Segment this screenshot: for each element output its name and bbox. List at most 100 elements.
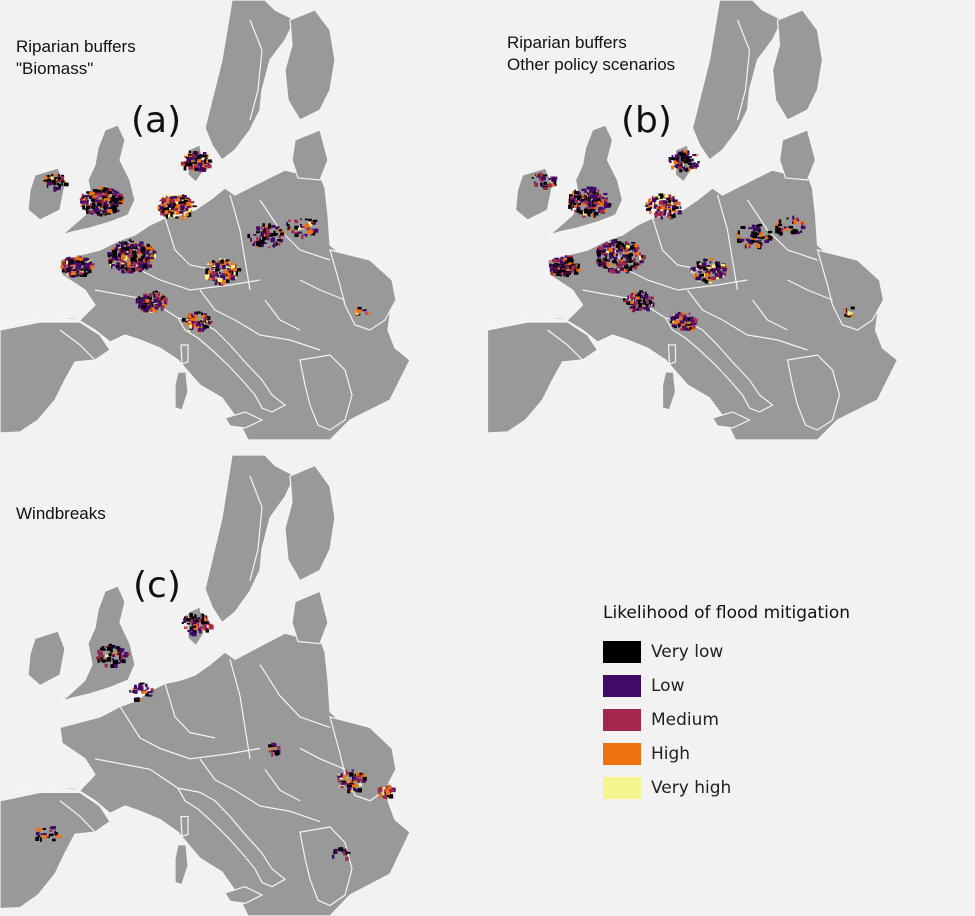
flood-mitigation-cell bbox=[139, 301, 142, 305]
flood-mitigation-cell bbox=[534, 182, 539, 187]
flood-mitigation-cell bbox=[277, 745, 281, 750]
legend-label: Medium bbox=[651, 710, 719, 730]
flood-mitigation-cell bbox=[668, 194, 672, 199]
flood-mitigation-cell bbox=[188, 157, 194, 160]
flood-mitigation-cell bbox=[109, 646, 113, 650]
flood-mitigation-cell bbox=[670, 321, 673, 324]
flood-mitigation-cell bbox=[95, 208, 99, 213]
flood-mitigation-cell bbox=[587, 212, 590, 216]
flood-mitigation-cell bbox=[792, 221, 794, 224]
flood-mitigation-cell bbox=[606, 259, 611, 262]
flood-mitigation-cell bbox=[574, 209, 579, 213]
flood-mitigation-cell bbox=[291, 229, 294, 234]
flood-mitigation-cell bbox=[141, 264, 147, 269]
flood-mitigation-cell bbox=[185, 207, 189, 212]
flood-mitigation-cell bbox=[626, 301, 629, 305]
flood-mitigation-cell bbox=[115, 195, 120, 198]
flood-mitigation-cell bbox=[541, 183, 547, 185]
flood-mitigation-cell bbox=[55, 832, 58, 836]
flood-mitigation-cell bbox=[171, 206, 174, 210]
flood-mitigation-cell bbox=[677, 165, 682, 170]
flood-mitigation-cell bbox=[46, 183, 49, 188]
flood-mitigation-cell bbox=[153, 294, 156, 299]
flood-mitigation-cell bbox=[263, 233, 266, 237]
flood-mitigation-cell bbox=[603, 254, 607, 257]
flood-mitigation-cell bbox=[181, 621, 184, 624]
flood-mitigation-cell bbox=[761, 236, 766, 239]
flood-mitigation-cell bbox=[189, 613, 193, 618]
flood-mitigation-cell bbox=[293, 231, 297, 233]
flood-mitigation-cell bbox=[313, 228, 319, 233]
panel-b-title: Riparian buffers Other policy scenarios bbox=[507, 32, 675, 76]
flood-mitigation-cell bbox=[639, 252, 641, 257]
flood-mitigation-cell bbox=[362, 773, 366, 778]
flood-mitigation-cell bbox=[572, 190, 575, 196]
flood-mitigation-cell bbox=[662, 193, 666, 196]
flood-mitigation-cell bbox=[127, 251, 130, 254]
flood-mitigation-cell bbox=[352, 784, 354, 788]
flood-mitigation-cell bbox=[757, 232, 761, 235]
flood-mitigation-cell bbox=[767, 235, 771, 238]
flood-mitigation-cell bbox=[788, 225, 794, 229]
flood-mitigation-cell bbox=[288, 219, 291, 222]
flood-mitigation-cell bbox=[129, 690, 132, 693]
flood-mitigation-cell bbox=[635, 254, 638, 258]
flood-mitigation-cell bbox=[164, 212, 168, 216]
land-region bbox=[291, 590, 329, 645]
flood-mitigation-cell bbox=[45, 835, 49, 837]
flood-mitigation-cell bbox=[103, 189, 106, 194]
flood-mitigation-cell bbox=[95, 200, 100, 203]
flood-mitigation-cell bbox=[81, 196, 85, 199]
flood-mitigation-cell bbox=[105, 208, 108, 212]
flood-mitigation-cell bbox=[197, 159, 201, 163]
flood-mitigation-cell bbox=[554, 268, 560, 273]
flood-mitigation-cell bbox=[612, 263, 616, 266]
flood-mitigation-cell bbox=[112, 190, 118, 192]
flood-mitigation-cell bbox=[230, 273, 234, 276]
flood-mitigation-cell bbox=[672, 200, 675, 202]
flood-mitigation-cell bbox=[351, 769, 355, 772]
flood-mitigation-cell bbox=[175, 197, 181, 202]
flood-mitigation-cell bbox=[539, 177, 542, 181]
flood-mitigation-cell bbox=[111, 249, 116, 254]
flood-mitigation-cell bbox=[564, 265, 568, 269]
flood-mitigation-cell bbox=[575, 264, 578, 266]
flood-mitigation-cell bbox=[752, 235, 758, 239]
flood-mitigation-cell bbox=[709, 281, 713, 284]
flood-mitigation-cell bbox=[561, 269, 566, 272]
flood-mitigation-cell bbox=[624, 268, 629, 272]
flood-mitigation-cell bbox=[613, 256, 618, 259]
flood-mitigation-cell bbox=[113, 664, 118, 668]
flood-mitigation-cell bbox=[198, 630, 202, 634]
flood-mitigation-cell bbox=[338, 847, 343, 852]
flood-mitigation-cell bbox=[692, 321, 697, 325]
flood-mitigation-cell bbox=[531, 177, 534, 179]
flood-mitigation-cell bbox=[194, 311, 198, 316]
flood-mitigation-cell bbox=[73, 265, 78, 268]
flood-mitigation-cell bbox=[650, 207, 653, 209]
flood-mitigation-cell bbox=[37, 835, 41, 838]
flood-mitigation-cell bbox=[180, 203, 185, 206]
flood-mitigation-cell bbox=[160, 205, 163, 207]
flood-mitigation-cell bbox=[306, 227, 311, 231]
flood-mitigation-cell bbox=[690, 327, 695, 331]
flood-mitigation-cell bbox=[277, 239, 281, 242]
flood-mitigation-cell bbox=[199, 626, 204, 629]
flood-mitigation-cell bbox=[610, 244, 613, 247]
flood-mitigation-cell bbox=[640, 302, 644, 305]
flood-mitigation-cell bbox=[677, 201, 680, 206]
flood-mitigation-cell bbox=[567, 273, 571, 276]
flood-mitigation-cell bbox=[673, 160, 677, 165]
flood-mitigation-cell bbox=[277, 226, 280, 229]
flood-mitigation-cell bbox=[632, 291, 636, 296]
flood-mitigation-cell bbox=[573, 191, 578, 194]
flood-mitigation-cell bbox=[310, 230, 314, 234]
flood-mitigation-cell bbox=[378, 794, 382, 799]
flood-mitigation-cell bbox=[587, 196, 592, 199]
flood-mitigation-cell bbox=[587, 199, 591, 201]
panel-a-title-line2: "Biomass" bbox=[16, 59, 94, 78]
flood-mitigation-cell bbox=[342, 774, 347, 780]
flood-mitigation-cell bbox=[655, 211, 658, 214]
flood-mitigation-cell bbox=[602, 244, 607, 248]
flood-mitigation-cell bbox=[579, 210, 583, 215]
